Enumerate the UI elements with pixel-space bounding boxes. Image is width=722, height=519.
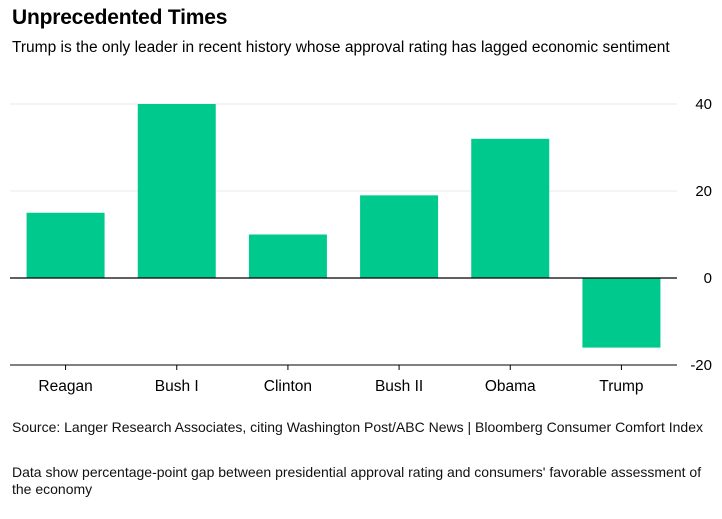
- gridlines: [10, 104, 677, 365]
- x-tick-label: Obama: [485, 378, 536, 395]
- bar: [582, 278, 660, 348]
- x-tick-label: Reagan: [38, 378, 92, 395]
- x-tick-label: Bush I: [155, 378, 199, 395]
- bar: [27, 213, 105, 278]
- axes: [10, 278, 677, 370]
- bar: [138, 104, 216, 278]
- chart-title: Unprecedented Times: [12, 6, 227, 30]
- bar: [360, 195, 438, 278]
- bar-chart: 40 20 0 -20 Reagan Bush I Clinton Bush II Obama T…: [0, 88, 722, 408]
- y-tick-label: 0: [704, 270, 712, 287]
- chart-subtitle: Trump is the only leader in recent histo…: [12, 38, 702, 58]
- bar: [471, 139, 549, 278]
- data-note: Data show percentage-point gap between p…: [12, 464, 720, 498]
- x-tick-label: Clinton: [264, 378, 312, 395]
- y-tick-label: 20: [695, 183, 712, 200]
- x-tick-label: Bush II: [375, 378, 423, 395]
- y-tick-label: 40: [695, 96, 712, 113]
- bars: [27, 104, 661, 348]
- bar: [249, 235, 327, 279]
- y-tick-label: -20: [690, 357, 712, 374]
- source-note: Source: Langer Research Associates, citi…: [12, 419, 720, 436]
- x-tick-label: Trump: [599, 378, 643, 395]
